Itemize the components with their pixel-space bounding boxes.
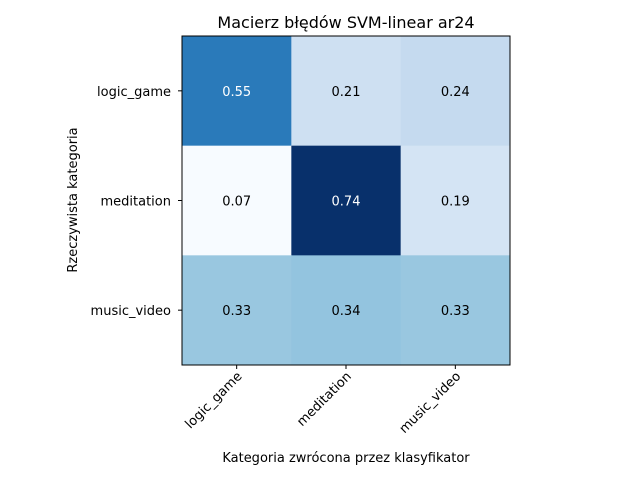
heatmap-cell [400, 255, 511, 366]
x-tick-label: music_video [397, 369, 465, 437]
x-axis-label: Kategoria zwrócona przez klasyfikator [222, 451, 470, 466]
cell-value-label: 0.24 [441, 85, 470, 100]
heatmap-cell [291, 36, 402, 147]
heatmap-cell [182, 145, 292, 256]
cell-value-label: 0.34 [332, 304, 361, 319]
y-tick-label: meditation [101, 195, 172, 210]
heatmap-cell [400, 36, 511, 147]
heatmap-cells: 0.55 0.21 0.24 0.07 0.74 0.19 0.33 0.34 0.33 [182, 36, 511, 366]
y-axis-label: Rzeczywista kategoria [66, 127, 81, 272]
y-axis-ticks: logic_game meditation music_video [91, 85, 182, 319]
heatmap-cell [291, 145, 402, 256]
cell-value-label: 0.07 [222, 195, 251, 210]
cell-value-label: 0.19 [441, 195, 470, 210]
heatmap-cell [182, 255, 292, 366]
x-axis-ticks: logic_game meditation music_video [183, 365, 465, 437]
x-tick-label: meditation [294, 369, 354, 429]
cell-value-label: 0.33 [441, 304, 470, 319]
heatmap-cell [291, 255, 402, 366]
cell-value-label: 0.55 [222, 85, 251, 100]
chart-title: Macierz błędów SVM-linear ar24 [217, 13, 474, 32]
x-tick-label: logic_game [183, 369, 246, 432]
y-tick-label: music_video [91, 304, 171, 319]
y-tick-label: logic_game [97, 85, 171, 100]
cell-value-label: 0.21 [332, 85, 361, 100]
heatmap-cell [400, 145, 511, 256]
cell-value-label: 0.33 [222, 304, 251, 319]
cell-value-label: 0.74 [332, 195, 361, 210]
heatmap-cell [182, 36, 292, 147]
